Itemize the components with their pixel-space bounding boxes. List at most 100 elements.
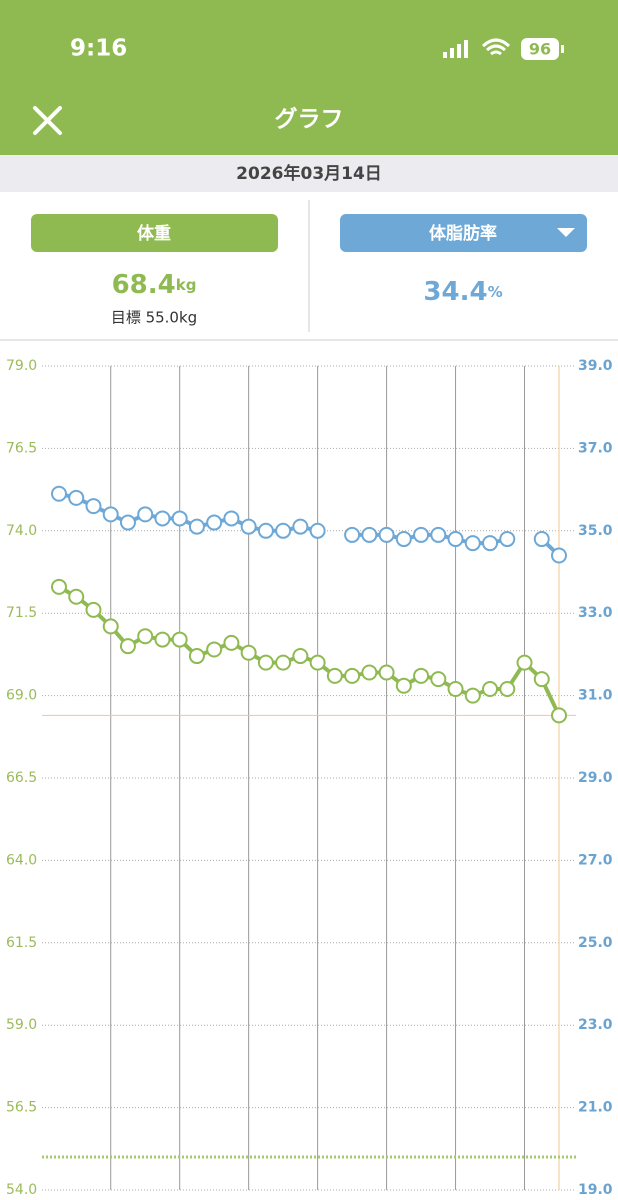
- data-point: [223, 510, 240, 527]
- y2-tick-label: 23.0: [578, 1017, 613, 1033]
- y2-tick-label: 31.0: [578, 688, 613, 704]
- data-point: [326, 667, 343, 684]
- data-point: [102, 618, 119, 635]
- data-point: [171, 510, 188, 527]
- y-tick-label: 66.5: [6, 770, 37, 786]
- data-point: [551, 707, 567, 724]
- data-point: [188, 518, 205, 535]
- data-point: [171, 631, 188, 648]
- chart: 79.0 76.5 74.0 71.5 69.0 66.5 64.0 61.5 59.0 56.5…: [6, 358, 613, 1198]
- data-point: [137, 506, 154, 523]
- y-tick-label: 59.0: [6, 1017, 37, 1033]
- data-point: [482, 535, 499, 552]
- data-point: [447, 531, 464, 548]
- data-point: [154, 631, 171, 648]
- series-line: [58, 491, 319, 533]
- data-point: [119, 638, 136, 655]
- data-point: [464, 687, 481, 704]
- date-bar: [0, 155, 618, 192]
- y2-tick-label: 37.0: [578, 440, 613, 456]
- data-point: [551, 547, 567, 564]
- data-point: [361, 526, 378, 543]
- data-point: [533, 671, 550, 688]
- data-point: [413, 667, 430, 684]
- date: 2026年03月14日: [236, 163, 382, 184]
- weight-button[interactable]: [31, 214, 278, 252]
- y2-tick-label: 33.0: [578, 605, 613, 621]
- battery: [521, 38, 559, 60]
- data-point: [309, 654, 326, 671]
- y-tick-label: 79.0: [6, 358, 37, 374]
- data-point: [51, 578, 67, 595]
- series-line: [352, 532, 508, 546]
- data-point: [361, 664, 378, 681]
- data-point: [85, 601, 102, 618]
- data-point: [51, 485, 67, 502]
- data-point: [533, 531, 550, 548]
- data-point: [344, 667, 361, 684]
- data-point: [447, 681, 464, 698]
- data-point: [309, 522, 326, 539]
- data-point: [119, 514, 136, 531]
- fat-label: 体脂肪率: [429, 223, 497, 244]
- data-point: [499, 681, 516, 698]
- data-point: [188, 648, 205, 665]
- y2-tick-label: 35.0: [578, 523, 613, 539]
- y2-tick-label: 27.0: [578, 852, 613, 868]
- data-point: [344, 526, 361, 543]
- data-point: [413, 526, 430, 543]
- y-tick-label: 76.5: [6, 440, 37, 456]
- data-point: [102, 506, 119, 523]
- close-button[interactable]: [33, 106, 62, 135]
- data-point: [292, 648, 309, 665]
- battery-tip: [561, 45, 564, 53]
- y-tick-label: 54.0: [6, 1182, 37, 1198]
- data-point: [154, 510, 171, 527]
- data-point: [482, 681, 499, 698]
- data-point: [430, 671, 447, 688]
- data-point: [206, 514, 223, 531]
- y-tick-label: 71.5: [6, 605, 37, 621]
- signal: [443, 40, 468, 58]
- y2-tick-label: 25.0: [578, 935, 613, 951]
- data-point: [257, 654, 274, 671]
- data-point: [430, 526, 447, 543]
- time: 9:16: [70, 36, 127, 62]
- data-point: [275, 654, 292, 671]
- wifi: [481, 38, 511, 56]
- weight-unit: kg: [176, 276, 197, 294]
- page-title: グラフ: [275, 106, 344, 133]
- y-tick-label: 74.0: [6, 523, 37, 539]
- goal-text: 目標 55.0kg: [111, 309, 197, 327]
- y-tick-label: 61.5: [6, 935, 37, 951]
- data-point: [516, 654, 533, 671]
- data-point: [378, 526, 395, 543]
- header-bg: [0, 0, 618, 155]
- fat-button[interactable]: [340, 214, 587, 252]
- battery-level: 96: [529, 40, 551, 59]
- weight-value: 68.4kg: [112, 270, 197, 300]
- weight-label: 体重: [137, 223, 171, 244]
- data-point: [395, 677, 412, 694]
- data-point: [499, 531, 516, 548]
- data-point: [223, 634, 240, 651]
- data-point: [240, 644, 257, 661]
- data-point: [68, 489, 85, 506]
- data-point: [68, 588, 85, 605]
- dropdown-arrow[interactable]: [557, 228, 575, 237]
- y2-tick-label: 19.0: [578, 1182, 613, 1198]
- y-tick-label: 56.5: [6, 1100, 37, 1116]
- data-point: [206, 641, 223, 658]
- y-tick-label: 69.0: [6, 688, 37, 704]
- data-point: [85, 498, 102, 515]
- data-point: [378, 664, 395, 681]
- data-point: [275, 522, 292, 539]
- data-point: [240, 518, 257, 535]
- fat-value: 34.4%: [423, 277, 502, 307]
- y-tick-label: 64.0: [6, 852, 37, 868]
- y2-tick-label: 21.0: [578, 1100, 613, 1116]
- weight-number: 68.4: [112, 270, 176, 300]
- y2-tick-label: 29.0: [578, 770, 613, 786]
- data-point: [137, 628, 154, 645]
